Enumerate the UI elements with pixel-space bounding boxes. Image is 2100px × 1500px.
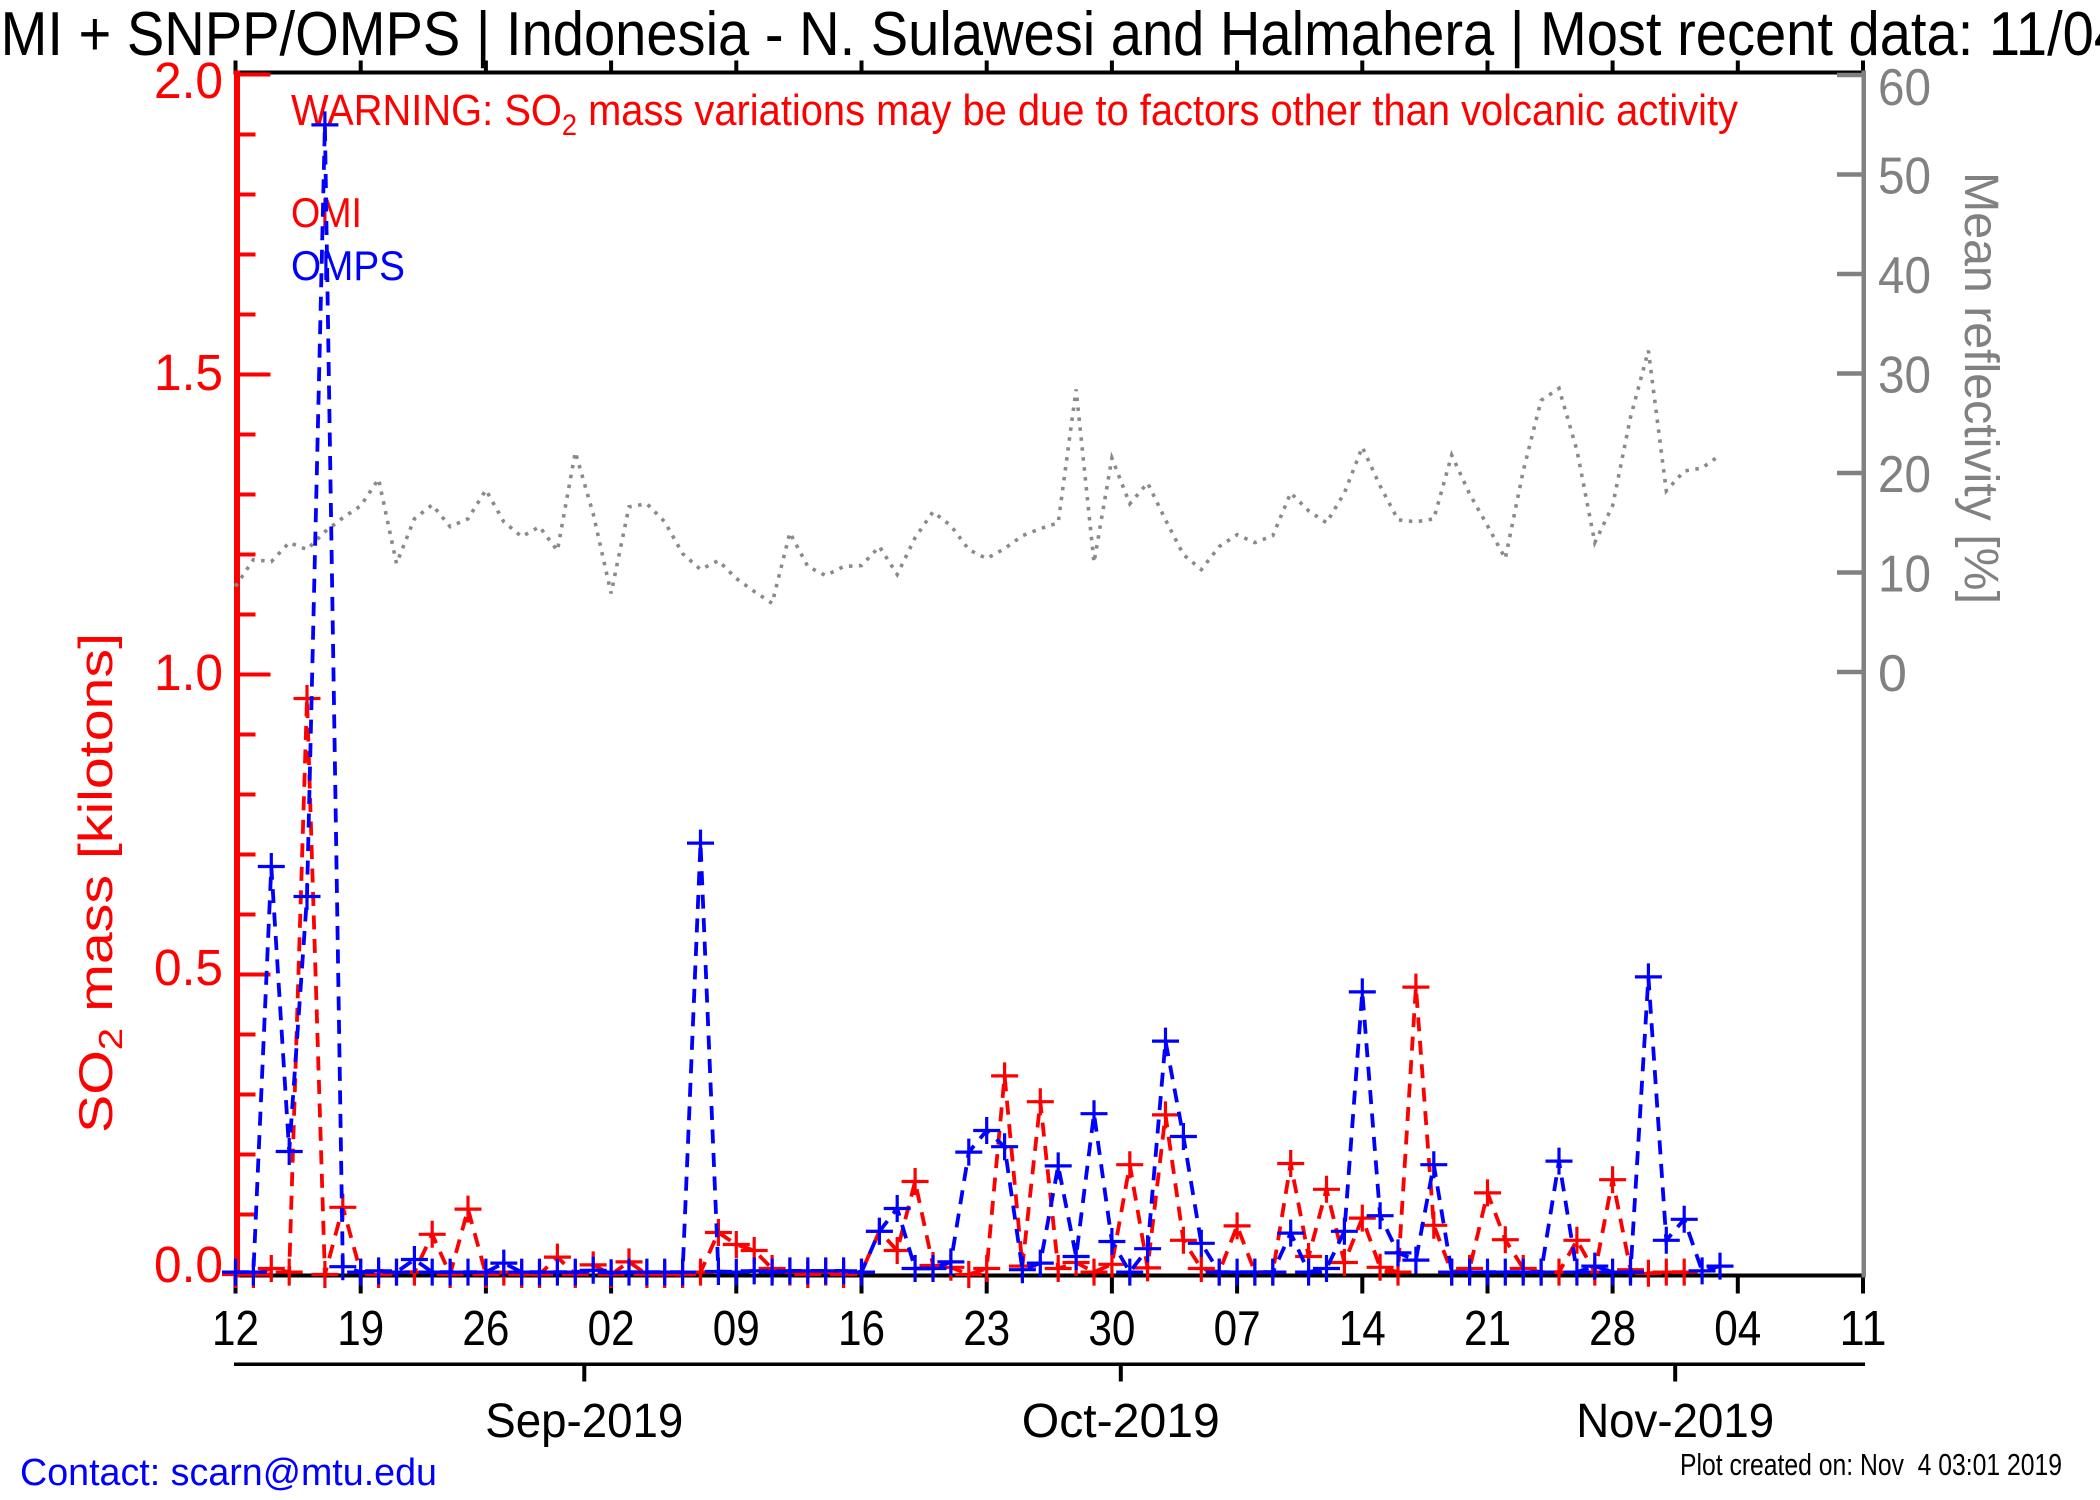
svg-text:21: 21 (1464, 1302, 1511, 1356)
svg-text:26: 26 (462, 1302, 509, 1356)
svg-text:1.0: 1.0 (154, 644, 223, 701)
svg-text:12: 12 (212, 1302, 259, 1356)
svg-text:30: 30 (1088, 1302, 1135, 1356)
svg-text:OMI + SNPP/OMPS | Indonesia -: OMI + SNPP/OMPS | Indonesia - N. Sulawes… (0, 0, 2100, 69)
svg-text:WARNING: SO2 mass variations m: WARNING: SO2 mass variations may be due … (291, 86, 1738, 142)
svg-text:Nov-2019: Nov-2019 (1576, 1395, 1774, 1448)
svg-text:14: 14 (1339, 1302, 1386, 1356)
svg-text:20: 20 (1878, 446, 1931, 504)
svg-text:23: 23 (963, 1302, 1010, 1356)
svg-text:0.5: 0.5 (154, 939, 223, 996)
svg-text:30: 30 (1878, 347, 1931, 405)
svg-text:04: 04 (1714, 1302, 1761, 1356)
svg-text:Plot created on: Nov 4 03:01: Plot created on: Nov 4 03:01 2019 (1680, 1447, 2062, 1482)
svg-text:2.0: 2.0 (154, 52, 223, 109)
svg-text:Oct-2019: Oct-2019 (1022, 1395, 1220, 1448)
svg-text:40: 40 (1878, 247, 1931, 305)
svg-text:28: 28 (1589, 1302, 1636, 1356)
svg-text:50: 50 (1878, 148, 1931, 206)
svg-text:02: 02 (588, 1302, 635, 1356)
svg-text:11: 11 (1840, 1302, 1887, 1356)
svg-text:19: 19 (337, 1302, 384, 1356)
svg-text:16: 16 (838, 1302, 885, 1356)
svg-text:Mean reflectivity [%]: Mean reflectivity [%] (1954, 172, 2007, 604)
svg-text:0: 0 (1878, 645, 1907, 703)
svg-text:07: 07 (1214, 1302, 1261, 1356)
svg-text:SO2 mass [kilotons]: SO2 mass [kilotons] (69, 633, 129, 1133)
svg-text:09: 09 (713, 1302, 760, 1356)
svg-text:60: 60 (1878, 59, 1931, 117)
svg-text:Sep-2019: Sep-2019 (485, 1395, 683, 1448)
svg-text:Contact: scarn@mtu.edu: Contact: scarn@mtu.edu (20, 1452, 437, 1494)
svg-text:10: 10 (1878, 546, 1931, 604)
svg-text:0.0: 0.0 (154, 1236, 223, 1293)
svg-text:OMPS: OMPS (291, 242, 405, 289)
svg-text:1.5: 1.5 (154, 344, 223, 401)
